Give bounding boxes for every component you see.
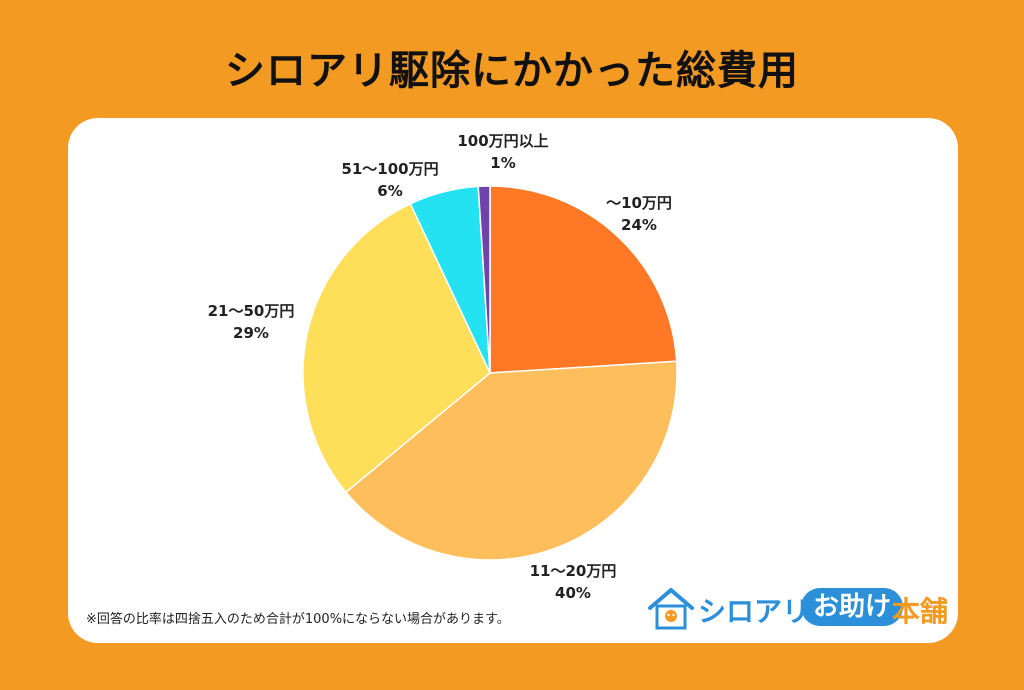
logo-badge: お助け	[801, 588, 904, 626]
pie-slice-4	[477, 185, 491, 374]
label-slice-4-pct: 1%	[490, 154, 516, 172]
label-slice-2: 21〜50万円 29%	[208, 300, 295, 344]
label-slice-0: 〜10万円 24%	[606, 192, 672, 236]
pie-slice-2	[302, 202, 491, 494]
pie-chart	[302, 185, 678, 561]
label-slice-3: 51〜100万円 6%	[341, 158, 438, 202]
label-slice-2-name: 21〜50万円	[207, 302, 295, 320]
logo-text-tail: 本舗	[892, 595, 949, 628]
label-slice-0-name: 〜10万円	[606, 194, 672, 212]
pie-slice-1	[344, 360, 678, 561]
page-title: シロアリ駆除にかかった総費用	[225, 48, 799, 94]
logo-text-main: シロアリ	[698, 595, 811, 628]
label-slice-4: 100万円以上 1%	[457, 130, 548, 174]
label-slice-3-name: 51〜100万円	[341, 160, 439, 178]
label-slice-2-pct: 29%	[233, 324, 269, 342]
brand-logo: シロアリ お助け 本舗	[646, 584, 949, 634]
footnote: ※回答の比率は四捨五入のため合計が100%にならない場合があります。	[86, 612, 510, 627]
label-slice-0-pct: 24%	[621, 216, 657, 234]
house-icon	[648, 588, 694, 630]
chart-card: 〜10万円 24% 11〜20万円 40% 21〜50万円 29% 51〜100…	[68, 118, 958, 643]
label-slice-1-name: 11〜20万円	[529, 562, 617, 580]
label-slice-1: 11〜20万円 40%	[530, 560, 617, 604]
label-slice-3-pct: 6%	[377, 182, 403, 200]
label-slice-1-pct: 40%	[555, 584, 591, 602]
label-slice-4-name: 100万円以上	[457, 132, 549, 150]
pie-slice-0	[489, 185, 678, 374]
